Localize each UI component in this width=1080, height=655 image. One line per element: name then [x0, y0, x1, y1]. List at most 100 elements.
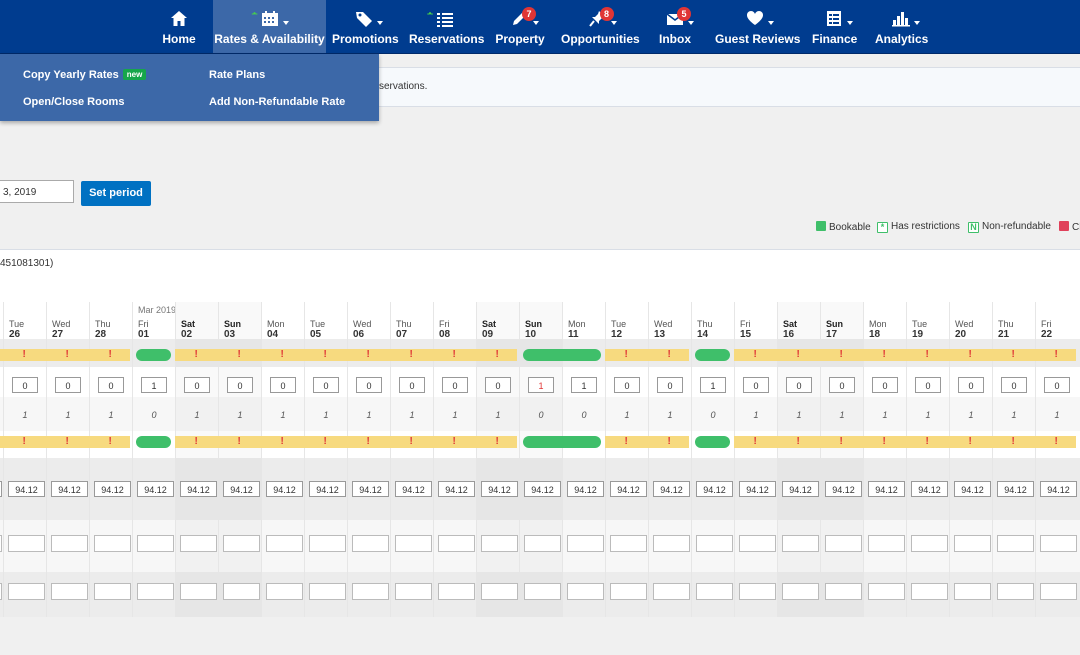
- empty-value-input[interactable]: [696, 535, 733, 552]
- price-input[interactable]: 94.12: [266, 481, 303, 497]
- empty-value-input[interactable]: [1040, 583, 1077, 600]
- rooms-to-sell-input[interactable]: 1: [571, 377, 597, 393]
- price-input[interactable]: 94.12: [739, 481, 776, 497]
- price-input[interactable]: 94.12: [309, 481, 346, 497]
- price-input[interactable]: 94.12: [395, 481, 432, 497]
- empty-value-input[interactable]: [481, 535, 518, 552]
- rooms-to-sell-input[interactable]: 0: [313, 377, 339, 393]
- price-input[interactable]: 94.12: [223, 481, 260, 497]
- rooms-to-sell-input[interactable]: 0: [743, 377, 769, 393]
- rooms-to-sell-input[interactable]: 0: [442, 377, 468, 393]
- empty-value-input[interactable]: [782, 535, 819, 552]
- nav-home[interactable]: Home: [156, 0, 202, 53]
- rooms-to-sell-input[interactable]: 0: [12, 377, 38, 393]
- open-close-rooms-link[interactable]: Open/Close Rooms: [23, 96, 125, 108]
- empty-value-input[interactable]: [51, 583, 88, 600]
- nav-rates-availability[interactable]: -•- Rates & Availability: [213, 0, 326, 53]
- bookable-bar[interactable]: [695, 436, 730, 448]
- price-input[interactable]: 94.12: [567, 481, 604, 497]
- bookable-bar[interactable]: [695, 349, 730, 361]
- price-input[interactable]: 94.12: [137, 481, 174, 497]
- empty-value-input[interactable]: [954, 583, 991, 600]
- empty-value-input[interactable]: [0, 583, 2, 600]
- copy-yearly-rates-link[interactable]: Copy Yearly Rates new: [23, 69, 147, 81]
- empty-value-input[interactable]: [524, 583, 561, 600]
- rooms-to-sell-input[interactable]: 0: [485, 377, 511, 393]
- empty-value-input[interactable]: [309, 535, 346, 552]
- price-input[interactable]: 94.12: [825, 481, 862, 497]
- empty-value-input[interactable]: [0, 535, 2, 552]
- bookable-bar[interactable]: [523, 436, 601, 448]
- empty-value-input[interactable]: [954, 535, 991, 552]
- price-input[interactable]: 94.12: [782, 481, 819, 497]
- empty-value-input[interactable]: [266, 583, 303, 600]
- nav-inbox[interactable]: 5 Inbox: [656, 0, 694, 53]
- restriction-bar[interactable]: !!!!: [0, 349, 130, 361]
- empty-value-input[interactable]: [868, 583, 905, 600]
- price-input[interactable]: 94.12: [868, 481, 905, 497]
- price-input[interactable]: 94.12: [352, 481, 389, 497]
- empty-value-input[interactable]: [94, 535, 131, 552]
- rooms-to-sell-input[interactable]: 0: [227, 377, 253, 393]
- price-input[interactable]: 94.12: [0, 481, 2, 497]
- restriction-bar[interactable]: !!!!!!!!: [175, 436, 517, 448]
- nav-promotions[interactable]: Promotions: [332, 0, 399, 53]
- price-input[interactable]: 94.12: [8, 481, 45, 497]
- rooms-to-sell-input[interactable]: 0: [1001, 377, 1027, 393]
- price-input[interactable]: 94.12: [954, 481, 991, 497]
- empty-value-input[interactable]: [997, 583, 1034, 600]
- nav-property[interactable]: 7 Property: [494, 0, 546, 53]
- restriction-bar[interactable]: !!!!!!!!: [175, 349, 517, 361]
- empty-value-input[interactable]: [309, 583, 346, 600]
- rooms-to-sell-input[interactable]: 0: [98, 377, 124, 393]
- empty-value-input[interactable]: [653, 583, 690, 600]
- empty-value-input[interactable]: [438, 583, 475, 600]
- restriction-bar[interactable]: !!: [605, 349, 689, 361]
- empty-value-input[interactable]: [911, 535, 948, 552]
- add-non-refundable-rate-link[interactable]: Add Non-Refundable Rate: [209, 96, 346, 108]
- nav-opportunities[interactable]: 8 Opportunities: [561, 0, 640, 53]
- set-period-button[interactable]: Set period: [81, 181, 151, 206]
- price-input[interactable]: 94.12: [610, 481, 647, 497]
- rooms-to-sell-input[interactable]: 0: [958, 377, 984, 393]
- restriction-bar[interactable]: !!!!!!!!: [734, 436, 1076, 448]
- rooms-to-sell-input[interactable]: 0: [55, 377, 81, 393]
- rooms-to-sell-input[interactable]: 0: [786, 377, 812, 393]
- rooms-to-sell-input[interactable]: 0: [829, 377, 855, 393]
- price-input[interactable]: 94.12: [1040, 481, 1077, 497]
- empty-value-input[interactable]: [739, 535, 776, 552]
- rooms-to-sell-input[interactable]: 0: [1044, 377, 1070, 393]
- nav-finance[interactable]: Finance: [812, 0, 857, 53]
- price-input[interactable]: 94.12: [94, 481, 131, 497]
- restriction-bar[interactable]: !!: [605, 436, 689, 448]
- empty-value-input[interactable]: [610, 535, 647, 552]
- restriction-bar[interactable]: !!!!: [0, 436, 130, 448]
- rooms-to-sell-input[interactable]: 0: [270, 377, 296, 393]
- empty-value-input[interactable]: [825, 583, 862, 600]
- rate-plans-link[interactable]: Rate Plans: [209, 69, 266, 81]
- empty-value-input[interactable]: [223, 583, 260, 600]
- empty-value-input[interactable]: [137, 583, 174, 600]
- end-date-input[interactable]: 3, 2019: [0, 180, 74, 203]
- empty-value-input[interactable]: [352, 583, 389, 600]
- rooms-to-sell-input[interactable]: 0: [657, 377, 683, 393]
- empty-value-input[interactable]: [8, 583, 45, 600]
- empty-value-input[interactable]: [567, 583, 604, 600]
- price-input[interactable]: 94.12: [696, 481, 733, 497]
- empty-value-input[interactable]: [94, 583, 131, 600]
- nav-analytics[interactable]: Analytics: [875, 0, 928, 53]
- price-input[interactable]: 94.12: [524, 481, 561, 497]
- empty-value-input[interactable]: [180, 583, 217, 600]
- rooms-to-sell-input[interactable]: 1: [141, 377, 167, 393]
- empty-value-input[interactable]: [1040, 535, 1077, 552]
- rooms-to-sell-input[interactable]: 0: [356, 377, 382, 393]
- price-input[interactable]: 94.12: [51, 481, 88, 497]
- empty-value-input[interactable]: [51, 535, 88, 552]
- price-input[interactable]: 94.12: [180, 481, 217, 497]
- bookable-bar[interactable]: [136, 349, 171, 361]
- nav-reservations[interactable]: -•- Reservations: [409, 0, 484, 53]
- price-input[interactable]: 94.12: [481, 481, 518, 497]
- empty-value-input[interactable]: [352, 535, 389, 552]
- empty-value-input[interactable]: [653, 535, 690, 552]
- empty-value-input[interactable]: [825, 535, 862, 552]
